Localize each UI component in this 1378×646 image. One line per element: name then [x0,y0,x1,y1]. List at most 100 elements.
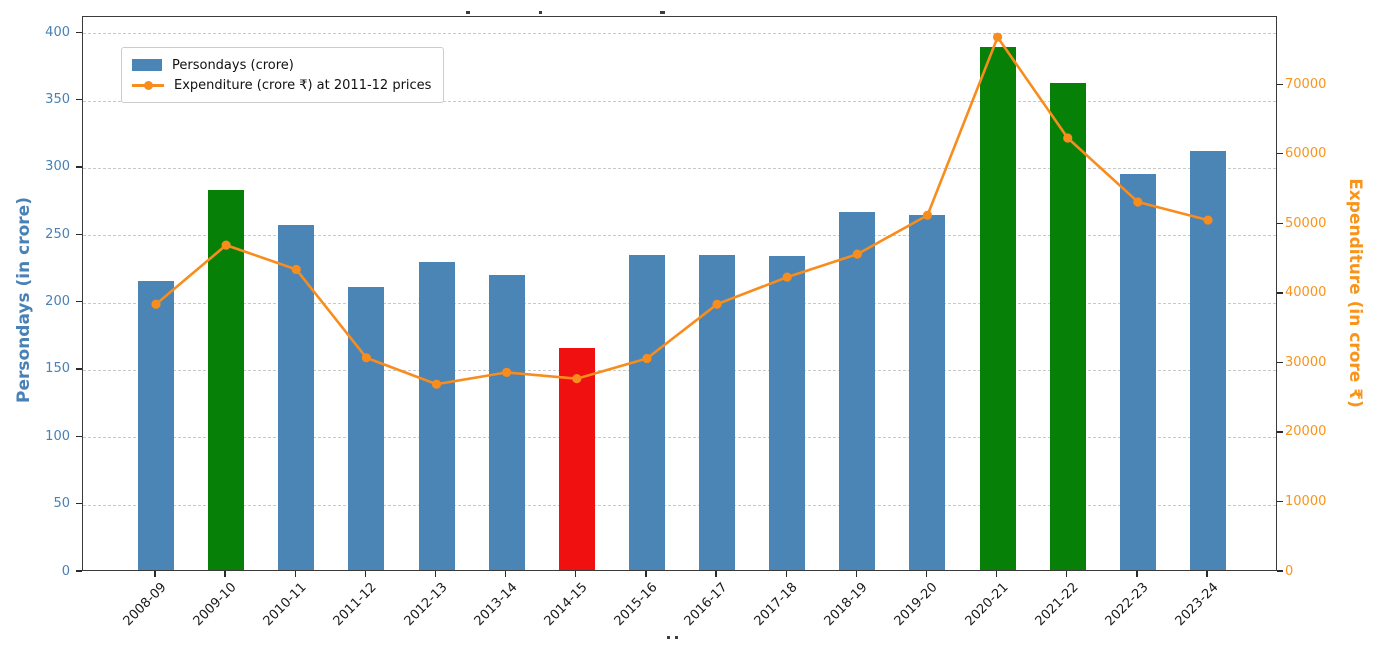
y-left-tickmark [76,300,82,303]
y-right-tick-label: 30000 [1285,354,1327,370]
line-point-2011-12 [361,353,371,363]
y-left-tickmark [76,98,82,101]
y-left-tick-label: 100 [45,428,70,444]
line-point-2023-24 [1203,215,1213,225]
x-tickmark [995,571,998,577]
expenditure-line-layer [151,32,1213,389]
bar-2020-21 [979,47,1016,570]
y-right-tickmark [1277,292,1283,294]
clipped-xlabel-fragment [667,636,670,639]
x-tickmark [925,571,928,577]
x-tickmark [575,571,577,577]
x-tickmark [1136,571,1138,577]
y-right-tick-label: 40000 [1285,285,1327,301]
y-left-tickmark [76,368,82,370]
line-point-2008-09 [151,299,161,309]
y-left-tickmark [76,31,82,33]
y-right-tick-label: 50000 [1285,215,1327,231]
line-point-2009-10 [221,240,231,250]
y-left-tickmark [76,503,82,505]
bar-2022-23 [1119,174,1156,570]
bar-2008-09 [138,280,174,570]
bar-2014-15 [558,347,595,570]
line-point-2017-18 [782,272,792,282]
grid-line [83,33,1276,35]
grid-line [83,167,1276,169]
x-tickmark [785,571,787,577]
clipped-title-fragment [466,11,470,14]
clipped-title-fragment [539,11,542,14]
line-point-2016-17 [712,299,722,309]
line-point-2018-19 [852,249,862,259]
y-right-tick-label: 70000 [1285,76,1327,92]
bar-2015-16 [628,254,665,570]
legend-item-expenditure: Expenditure (crore ₹) at 2011-12 prices [132,75,431,95]
y-right-tickmark [1277,83,1283,85]
x-tickmark [364,571,367,577]
grid-line [83,369,1276,371]
clipped-title-fragment [660,11,665,14]
y-right-tickmark [1277,361,1283,364]
x-tickmark [224,571,226,577]
x-tickmark [645,571,647,577]
y-right-axis-title: Expenditure (in crore ₹) [1345,178,1365,408]
persondays-swatch-icon [132,59,162,71]
line-point-2010-11 [291,264,301,275]
expenditure-line [155,34,1209,386]
y-left-tick-label: 150 [45,361,70,377]
expenditure-swatch-icon [132,79,164,91]
x-tickmark [715,571,717,577]
bar-2011-12 [348,287,385,570]
line-point-2022-23 [1133,197,1143,207]
y-left-tick-label: 250 [45,226,70,242]
x-tickmark [1066,571,1068,577]
plot-area [82,16,1277,571]
x-tick-label-2008-09: 2008-09 [120,580,170,630]
y-right-tickmark [1277,222,1283,225]
bar-2012-13 [418,261,455,570]
legend: Persondays (crore) Expenditure (crore ₹)… [121,47,445,103]
x-tickmark [154,571,156,577]
y-left-tick-label: 350 [45,92,70,108]
grid-line [83,302,1276,304]
line-point-2021-22 [1063,133,1073,143]
x-tickmark [504,571,507,577]
y-right-tick-label: 20000 [1285,424,1327,440]
legend-label: Persondays (crore) [172,57,294,73]
y-left-tick-label: 50 [53,496,70,512]
y-left-tick-label: 0 [61,563,70,579]
y-left-tickmark [76,166,82,168]
bar-2017-18 [769,256,806,570]
x-tickmark [434,571,437,577]
x-tickmark [294,571,296,577]
y-left-tickmark [76,570,82,572]
y-left-axis-title: Persondays (in crore) [14,197,34,403]
y-right-tick-label: 10000 [1285,493,1327,509]
legend-label: Expenditure (crore ₹) at 2011-12 prices [174,77,432,93]
bar-2019-20 [909,214,946,570]
bar-2021-22 [1049,82,1086,570]
line-point-2012-13 [431,379,442,389]
bar-2013-14 [488,275,525,570]
y-left-tickmark [76,233,82,236]
x-tickmark [1206,571,1208,577]
line-point-2014-15 [572,374,582,384]
grid-line [83,100,1276,102]
grid-line [83,504,1276,506]
clipped-xlabel-fragment [675,636,678,639]
y-right-tick-label: 60000 [1285,146,1327,162]
line-point-2015-16 [642,353,652,364]
y-right-tickmark [1277,153,1283,155]
bar-2018-19 [839,211,876,570]
y-left-tickmark [76,435,82,438]
grid-line [83,235,1276,237]
y-right-tick-label: 0 [1285,563,1294,579]
line-point-2019-20 [922,210,933,220]
y-right-tickmark [1277,570,1283,572]
y-left-tick-label: 400 [45,24,70,40]
y-left-tick-label: 200 [45,294,70,310]
line-point-2013-14 [502,367,512,377]
legend-item-persondays: Persondays (crore) [132,55,431,75]
y-left-tick-label: 300 [45,159,70,175]
